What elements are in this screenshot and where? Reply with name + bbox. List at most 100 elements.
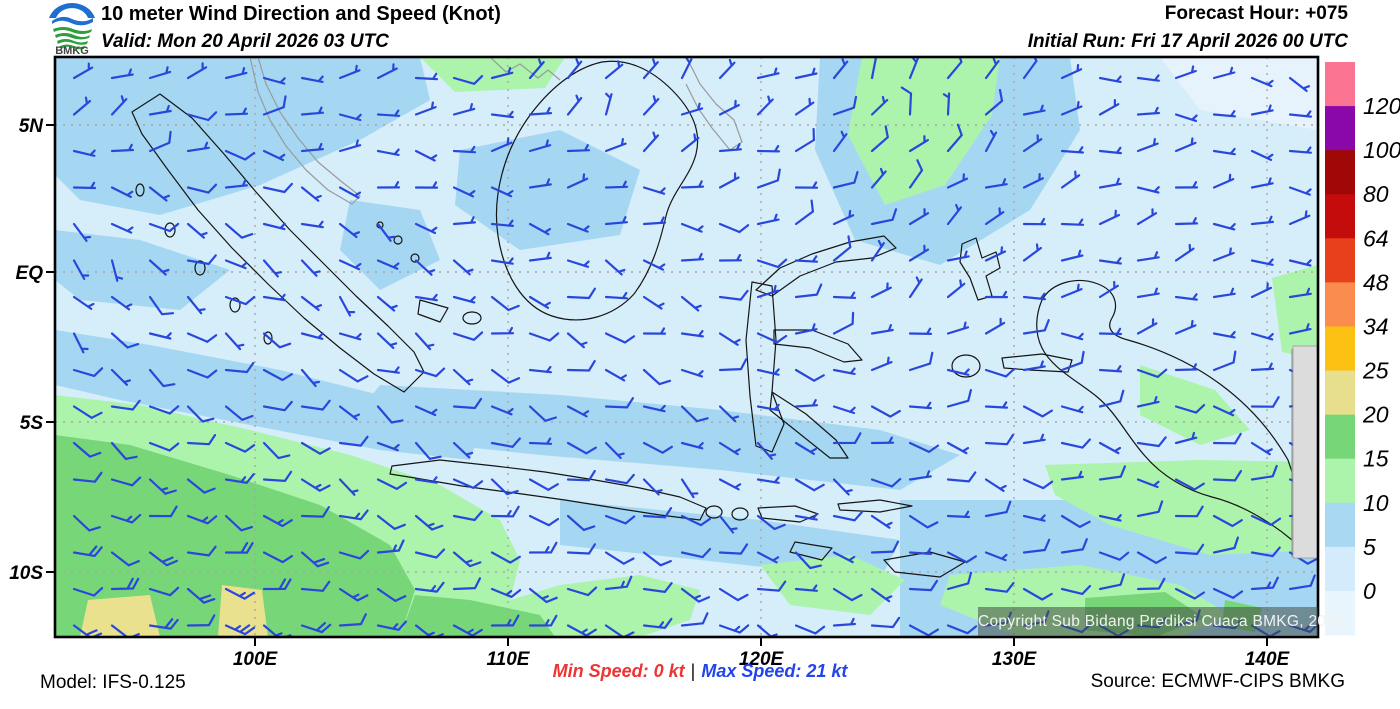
wind-barb <box>490 295 520 312</box>
wind-barb <box>1250 104 1274 116</box>
wind-barb <box>566 332 588 349</box>
coast-belitung <box>462 311 482 325</box>
wind-barb <box>642 95 660 116</box>
wind-barb <box>832 511 863 522</box>
wind-barb <box>148 368 176 388</box>
wind-barb <box>1212 514 1243 528</box>
legend-tick-label: 100 <box>1363 137 1400 163</box>
wind-barb <box>984 478 1007 492</box>
speed-band-5-10 <box>56 58 430 215</box>
legend-swatch <box>1325 590 1355 636</box>
wind-barb <box>110 68 134 80</box>
coast-mentawai-islands <box>135 183 273 345</box>
wind-barb <box>414 259 436 276</box>
wind-barb <box>832 432 862 445</box>
wind-barb <box>1022 360 1046 372</box>
wind-barb <box>72 405 103 419</box>
wind-barb <box>1060 438 1091 449</box>
wind-barb <box>72 62 94 80</box>
wind-barb <box>186 405 215 423</box>
legend-swatch <box>1325 326 1355 372</box>
wind-barb <box>1098 514 1122 522</box>
wind-barb <box>1136 138 1159 153</box>
wind-barb <box>186 478 216 494</box>
wind-barb <box>794 127 815 153</box>
wind-barb <box>680 548 712 559</box>
wind-barb <box>490 186 514 198</box>
copyright-bar: Copyright Sub Bidang Prediksi Cuaca BMKG… <box>978 607 1344 636</box>
wind-barb <box>186 545 217 557</box>
wind-barb <box>452 145 477 154</box>
wind-barb <box>908 579 939 592</box>
wind-barb <box>566 222 590 233</box>
wind-barb <box>756 368 780 376</box>
wind-barb <box>72 471 103 483</box>
wind-barb <box>1212 222 1236 231</box>
wind-barb <box>300 506 330 518</box>
wind-barb <box>148 66 172 80</box>
wind-barb <box>224 473 255 484</box>
wind-barb <box>490 137 513 153</box>
latitude-labels: 5N EQ 5S 10S <box>9 116 44 584</box>
wind-barb <box>1060 332 1084 341</box>
wind-barb <box>832 95 858 116</box>
wind-barb <box>794 399 819 408</box>
wind-barb <box>1022 587 1053 601</box>
legend-swatch <box>1325 62 1355 107</box>
wind-barb <box>110 577 140 591</box>
wind-barb <box>414 405 438 417</box>
wind-barb <box>224 107 249 116</box>
wind-barb <box>1098 257 1122 265</box>
forecast-hour-label: Forecast Hour: +075 <box>1164 3 1348 24</box>
legend-tick-label: 34 <box>1363 313 1389 339</box>
wind-barb <box>756 145 781 153</box>
wind-barb <box>642 404 666 413</box>
wind-barb <box>148 478 177 495</box>
speed-band-0-5 <box>1160 58 1317 130</box>
wind-barb <box>72 181 97 190</box>
wind-barb <box>908 547 933 555</box>
wind-barb <box>642 441 673 454</box>
wind-barb <box>756 332 788 344</box>
speed-range-labels: Min Speed: 0 kt | Max Speed: 21 kt <box>0 661 1400 682</box>
coast-malay-peninsula <box>249 58 361 205</box>
wind-barb <box>110 95 128 116</box>
wind-barb <box>224 67 248 80</box>
speed-band-10-15 <box>421 58 565 92</box>
wind-barb <box>908 327 933 335</box>
wind-barb <box>756 476 780 484</box>
wind-barb <box>566 586 598 597</box>
wind-barb <box>946 389 972 408</box>
wind-barb <box>528 332 560 342</box>
wind-barb <box>832 209 855 226</box>
wind-barb <box>224 587 255 600</box>
wind-barb <box>1250 441 1273 456</box>
wind-barb <box>186 434 217 446</box>
wind-barb <box>756 284 780 299</box>
wind-barb <box>1060 63 1083 80</box>
legend-tick-label: 5 <box>1363 534 1376 560</box>
wind-barb <box>832 551 856 564</box>
coast-sulawesi-se-arm <box>769 391 849 459</box>
longitude-label: 100E <box>233 649 279 670</box>
legend-swatch <box>1325 370 1355 416</box>
wind-barb <box>1060 584 1092 595</box>
wind-barb <box>680 612 709 627</box>
wind-barb <box>1174 293 1198 301</box>
wind-barb <box>908 514 939 529</box>
wind-barb <box>72 587 104 597</box>
wind-barb <box>110 441 138 460</box>
wind-barb <box>1098 146 1122 155</box>
wind-barb <box>1250 149 1274 161</box>
wind-barb <box>794 181 819 189</box>
wind-barb <box>1136 500 1164 518</box>
wind-barb <box>414 332 435 351</box>
wind-barb <box>604 624 635 636</box>
source-label: Source: ECMWF-CIPS BMKG <box>1090 671 1345 692</box>
wind-barb <box>908 276 923 299</box>
wind-barb <box>794 97 815 116</box>
coast-sulu-palawan-hint <box>685 59 743 151</box>
wind-barb <box>642 259 666 271</box>
legend-tick-label: 25 <box>1362 358 1389 384</box>
wind-barb <box>1212 470 1242 482</box>
